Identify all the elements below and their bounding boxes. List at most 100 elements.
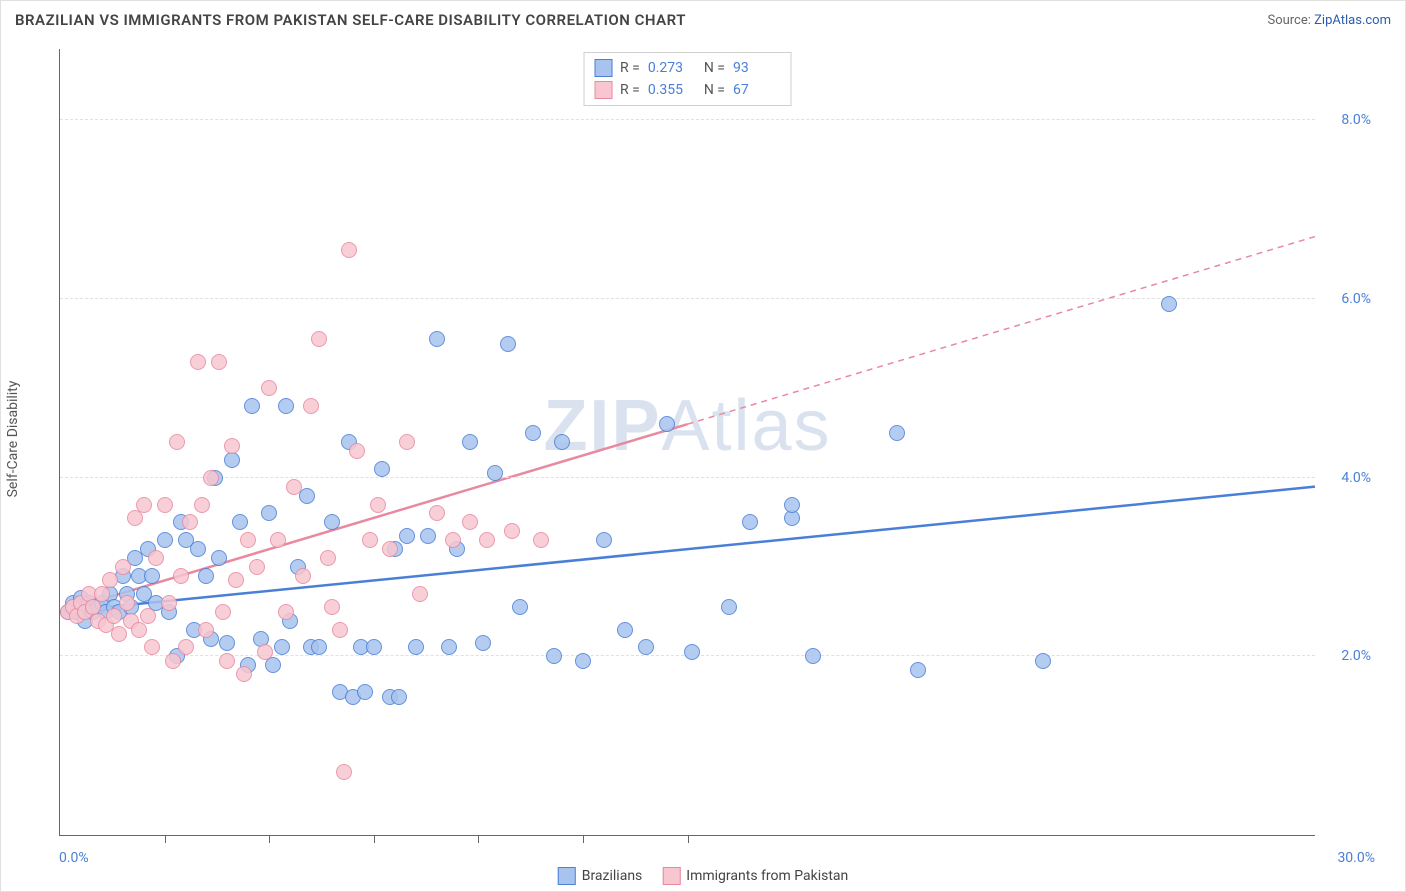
data-point: [805, 648, 821, 664]
data-point: [211, 550, 227, 566]
data-point: [178, 639, 194, 655]
legend-row-brazilians: R = 0.273 N = 93: [594, 57, 781, 79]
swatch-brazilians-icon: [558, 867, 576, 885]
data-point: [311, 639, 327, 655]
data-point: [148, 550, 164, 566]
data-point: [219, 635, 235, 651]
x-axis-min-label: 0.0%: [59, 850, 89, 866]
data-point: [278, 604, 294, 620]
data-point: [261, 380, 277, 396]
data-point: [374, 461, 390, 477]
data-point: [219, 653, 235, 669]
source-label: Source: ZipAtlas.com: [1267, 13, 1391, 28]
data-point: [215, 604, 231, 620]
legend-row-pakistan: R = 0.355 N = 67: [594, 79, 781, 101]
data-point: [232, 514, 248, 530]
data-point: [441, 639, 457, 655]
data-point: [889, 425, 905, 441]
data-point: [190, 541, 206, 557]
chart-title: BRAZILIAN VS IMMIGRANTS FROM PAKISTAN SE…: [15, 11, 686, 29]
swatch-brazilians: [594, 59, 612, 77]
data-point: [190, 354, 206, 370]
n-value-brazilians: 93: [733, 57, 781, 79]
data-point: [684, 644, 700, 660]
trend-lines: [60, 49, 1315, 835]
y-tick-label: 8.0%: [1341, 112, 1371, 128]
r-value-pakistan: 0.355: [648, 79, 696, 101]
data-point: [429, 331, 445, 347]
data-point: [408, 639, 424, 655]
data-point: [382, 541, 398, 557]
data-point: [349, 443, 365, 459]
y-tick-label: 6.0%: [1341, 291, 1371, 307]
data-point: [265, 657, 281, 673]
data-point: [370, 497, 386, 513]
plot-area-wrap: Self-Care Disability ZIPAtlas R = 0.273 …: [31, 41, 1375, 836]
correlation-legend: R = 0.273 N = 93 R = 0.355 N = 67: [583, 52, 792, 106]
y-tick-label: 4.0%: [1341, 470, 1371, 486]
data-point: [228, 572, 244, 588]
data-point: [111, 626, 127, 642]
data-point: [102, 572, 118, 588]
data-point: [278, 398, 294, 414]
data-point: [173, 568, 189, 584]
data-point: [198, 622, 214, 638]
data-point: [399, 528, 415, 544]
data-point: [479, 532, 495, 548]
data-point: [721, 599, 737, 615]
data-point: [165, 653, 181, 669]
data-point: [366, 639, 382, 655]
data-point: [136, 497, 152, 513]
data-point: [420, 528, 436, 544]
chart-header: BRAZILIAN VS IMMIGRANTS FROM PAKISTAN SE…: [15, 11, 1391, 29]
plot-area: ZIPAtlas R = 0.273 N = 93 R = 0.355 N = …: [59, 49, 1315, 836]
y-tick-label: 2.0%: [1341, 648, 1371, 664]
data-point: [784, 497, 800, 513]
data-point: [157, 497, 173, 513]
data-point: [249, 559, 265, 575]
data-point: [617, 622, 633, 638]
data-point: [320, 550, 336, 566]
data-point: [140, 608, 156, 624]
source-link[interactable]: ZipAtlas.com: [1314, 13, 1391, 28]
data-point: [362, 532, 378, 548]
data-point: [546, 648, 562, 664]
data-point: [357, 684, 373, 700]
swatch-pakistan: [594, 81, 612, 99]
data-point: [399, 434, 415, 450]
data-point: [1035, 653, 1051, 669]
data-point: [286, 479, 302, 495]
data-point: [224, 438, 240, 454]
data-point: [533, 532, 549, 548]
data-point: [412, 586, 428, 602]
data-point: [554, 434, 570, 450]
r-value-brazilians: 0.273: [648, 57, 696, 79]
data-point: [244, 398, 260, 414]
data-point: [596, 532, 612, 548]
data-point: [341, 242, 357, 258]
data-point: [311, 331, 327, 347]
data-point: [144, 639, 160, 655]
series-legend: Brazilians Immigrants from Pakistan: [558, 867, 849, 885]
data-point: [504, 523, 520, 539]
data-point: [257, 644, 273, 660]
data-point: [1161, 296, 1177, 312]
data-point: [324, 514, 340, 530]
data-point: [261, 505, 277, 521]
data-point: [391, 689, 407, 705]
data-point: [575, 653, 591, 669]
data-point: [332, 622, 348, 638]
data-point: [106, 608, 122, 624]
data-point: [462, 434, 478, 450]
data-point: [144, 568, 160, 584]
x-axis-max-label: 30.0%: [1337, 850, 1375, 866]
data-point: [198, 568, 214, 584]
data-point: [270, 532, 286, 548]
data-point: [236, 666, 252, 682]
data-point: [525, 425, 541, 441]
data-point: [742, 514, 758, 530]
data-point: [500, 336, 516, 352]
chart-container: BRAZILIAN VS IMMIGRANTS FROM PAKISTAN SE…: [0, 0, 1406, 892]
data-point: [336, 764, 352, 780]
data-point: [475, 635, 491, 651]
